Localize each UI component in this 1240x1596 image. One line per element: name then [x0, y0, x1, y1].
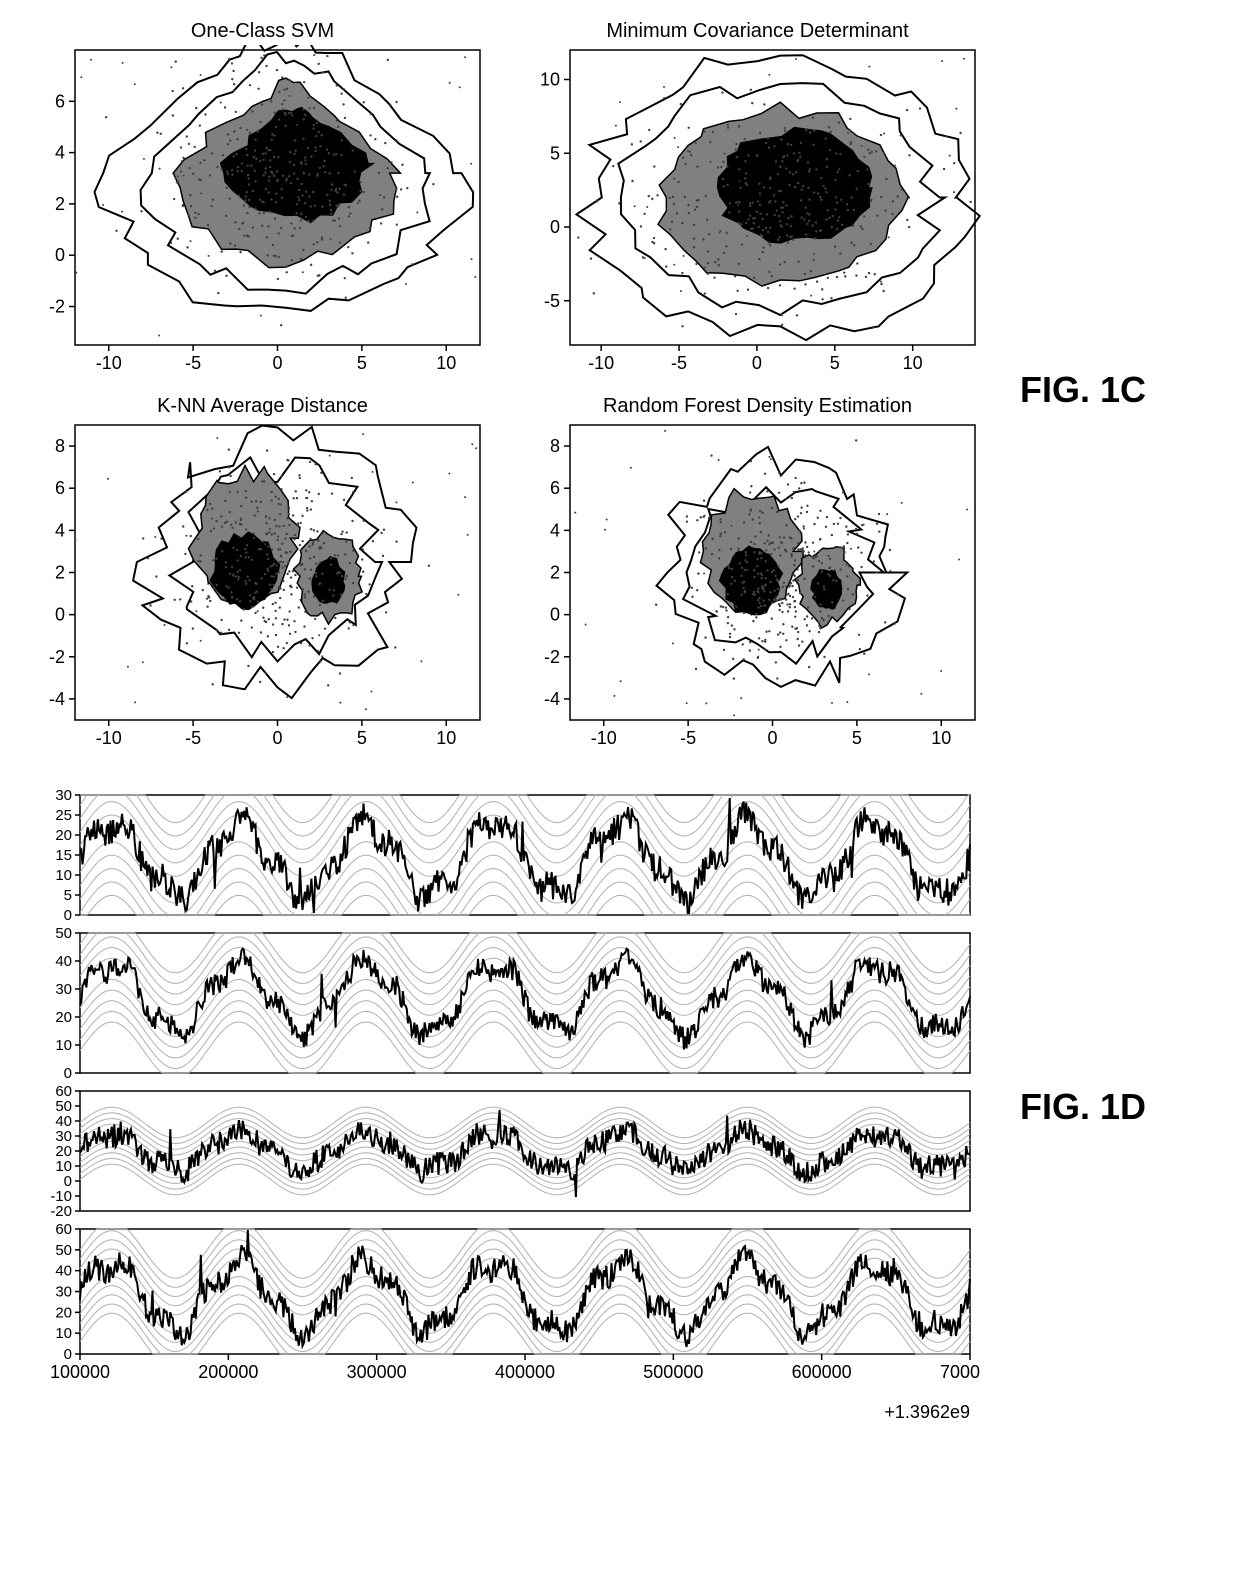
svg-text:30: 30 — [55, 1284, 72, 1301]
svg-text:-10: -10 — [591, 728, 617, 748]
svg-text:30: 30 — [55, 1128, 72, 1145]
svg-text:0: 0 — [767, 728, 777, 748]
fig1c-label: FIG. 1C — [1020, 369, 1146, 411]
svg-text:5: 5 — [852, 728, 862, 748]
svg-text:30: 30 — [55, 790, 72, 804]
svg-text:6: 6 — [55, 478, 65, 498]
svg-text:0: 0 — [64, 1065, 72, 1078]
svg-text:0: 0 — [550, 605, 560, 625]
svg-text:0: 0 — [752, 353, 762, 373]
svg-text:700000: 700000 — [940, 1362, 980, 1382]
svg-text:-10: -10 — [96, 353, 122, 373]
timeseries-panel-3: 0 10 20 30 40 50 60 100000 200000 300000 400000 500… — [20, 1224, 1000, 1394]
svg-text:5: 5 — [830, 353, 840, 373]
svg-text:10: 10 — [55, 1037, 72, 1054]
svg-text:600000: 600000 — [792, 1362, 852, 1382]
svg-text:0: 0 — [272, 353, 282, 373]
svg-text:100000: 100000 — [50, 1362, 110, 1382]
svg-text:30: 30 — [55, 981, 72, 998]
svg-text:0: 0 — [64, 907, 72, 920]
svg-text:50: 50 — [55, 928, 72, 942]
svg-text:300000: 300000 — [347, 1362, 407, 1382]
svg-text:15: 15 — [55, 847, 72, 864]
svg-text:4: 4 — [55, 520, 65, 540]
svg-text:10: 10 — [903, 353, 923, 373]
timeseries-panel-1: 0 10 20 30 40 50 — [20, 928, 1000, 1078]
svg-text:50: 50 — [55, 1242, 72, 1259]
svg-text:20: 20 — [55, 1143, 72, 1160]
svg-text:20: 20 — [55, 1304, 72, 1321]
svg-text:-10: -10 — [50, 1188, 72, 1205]
svg-text:0: 0 — [64, 1346, 72, 1363]
svg-text:0: 0 — [64, 1173, 72, 1190]
figure-1c-block: One-Class SVM -10 -5 0 5 10 -2 0 2 4 6 Minimum Cova… — [20, 20, 1220, 760]
subplot-title: Random Forest Density Estimation — [515, 395, 1000, 418]
svg-text:5: 5 — [357, 728, 367, 748]
subplot-title: One-Class SVM — [20, 20, 505, 43]
svg-text:20: 20 — [55, 1009, 72, 1026]
svg-text:6: 6 — [550, 478, 560, 498]
svg-text:40: 40 — [55, 1263, 72, 1280]
svg-text:-5: -5 — [544, 291, 560, 311]
figure-1d-block: 05101520253001020304050-20-1001020304050… — [20, 790, 1220, 1423]
svg-text:500000: 500000 — [643, 1362, 703, 1382]
svg-text:-10: -10 — [588, 353, 614, 373]
timeseries-panel-2: -20-100102030405060 — [20, 1086, 1000, 1216]
svg-text:-2: -2 — [49, 297, 65, 317]
scatter-subplot-3: Random Forest Density Estimation -10 -5 0 5 1… — [515, 395, 1000, 760]
svg-text:60: 60 — [55, 1086, 72, 1100]
svg-text:2: 2 — [55, 194, 65, 214]
svg-text:-4: -4 — [49, 689, 65, 709]
fig1d-label: FIG. 1D — [1020, 1086, 1146, 1128]
svg-text:-10: -10 — [96, 728, 122, 748]
svg-text:0: 0 — [55, 245, 65, 265]
svg-text:0: 0 — [55, 605, 65, 625]
svg-text:25: 25 — [55, 807, 72, 824]
svg-text:6: 6 — [55, 91, 65, 111]
svg-text:10: 10 — [55, 1325, 72, 1342]
svg-text:4: 4 — [550, 520, 560, 540]
svg-text:10: 10 — [436, 353, 456, 373]
svg-text:8: 8 — [550, 436, 560, 456]
svg-text:5: 5 — [550, 143, 560, 163]
svg-text:4: 4 — [55, 143, 65, 163]
svg-text:60: 60 — [55, 1224, 72, 1238]
svg-text:-5: -5 — [185, 353, 201, 373]
svg-text:-5: -5 — [185, 728, 201, 748]
svg-text:5: 5 — [357, 353, 367, 373]
svg-text:0: 0 — [272, 728, 282, 748]
svg-text:-5: -5 — [671, 353, 687, 373]
timeseries-panel-0: 0 5 10 15 20 25 30 — [20, 790, 1000, 920]
svg-text:40: 40 — [55, 1113, 72, 1130]
svg-text:8: 8 — [55, 436, 65, 456]
x-offset-label: +1.3962e9 — [20, 1402, 980, 1423]
svg-text:2: 2 — [55, 563, 65, 583]
subplot-title: K-NN Average Distance — [20, 395, 505, 418]
fig1d-plots: 05101520253001020304050-20-1001020304050… — [20, 790, 1000, 1423]
svg-text:10: 10 — [436, 728, 456, 748]
svg-text:-4: -4 — [544, 689, 560, 709]
subplot-title: Minimum Covariance Determinant — [515, 20, 1000, 43]
scatter-subplot-1: Minimum Covariance Determinant -10 -5 0 5 10 -… — [515, 20, 1000, 385]
svg-text:-2: -2 — [49, 647, 65, 667]
svg-text:40: 40 — [55, 953, 72, 970]
svg-text:2: 2 — [550, 563, 560, 583]
svg-text:400000: 400000 — [495, 1362, 555, 1382]
svg-text:10: 10 — [931, 728, 951, 748]
svg-text:50: 50 — [55, 1098, 72, 1115]
svg-text:10: 10 — [540, 70, 560, 90]
svg-text:10: 10 — [55, 1158, 72, 1175]
scatter-subplot-2: K-NN Average Distance -10 -5 0 5 10 -4 -2 0 2 4 6 8 — [20, 395, 505, 760]
fig1c-plots: One-Class SVM -10 -5 0 5 10 -2 0 2 4 6 Minimum Cova… — [20, 20, 1000, 760]
svg-text:5: 5 — [64, 887, 72, 904]
scatter-subplot-0: One-Class SVM -10 -5 0 5 10 -2 0 2 4 6 — [20, 20, 505, 385]
svg-text:200000: 200000 — [198, 1362, 258, 1382]
svg-text:0: 0 — [550, 217, 560, 237]
svg-text:20: 20 — [55, 827, 72, 844]
svg-text:10: 10 — [55, 867, 72, 884]
svg-text:-5: -5 — [680, 728, 696, 748]
svg-text:-2: -2 — [544, 647, 560, 667]
